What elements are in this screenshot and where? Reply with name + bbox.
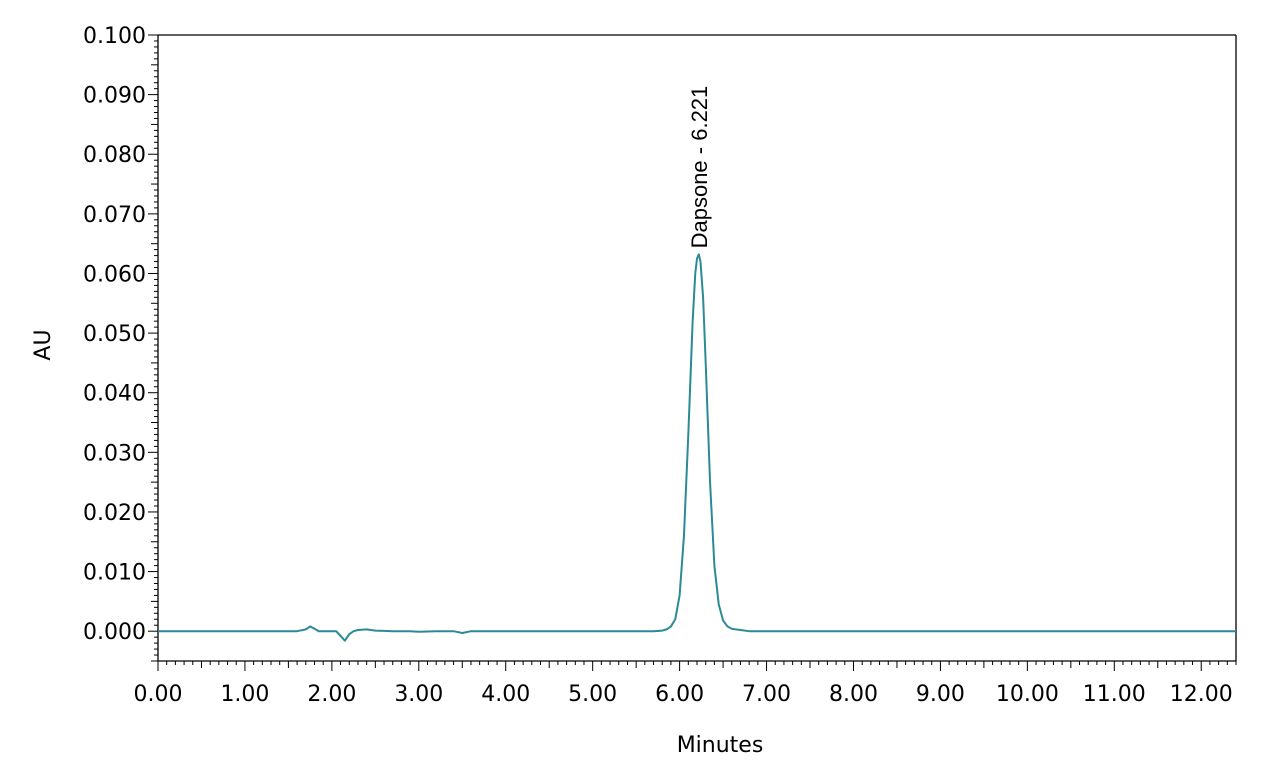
x-tick-label: 2.00 bbox=[307, 682, 356, 707]
x-tick-label: 9.00 bbox=[916, 682, 965, 707]
x-axis: 0.00 1.00 2.00 3.00 4.00 5.00 6.00 7.00 8.00 9.00… bbox=[134, 661, 1237, 707]
x-tick-label: 11.00 bbox=[1083, 682, 1146, 707]
x-tick-label: 3.00 bbox=[394, 682, 443, 707]
y-tick-label: 0.090 bbox=[83, 84, 146, 109]
x-tick-label: 6.00 bbox=[655, 682, 704, 707]
y-tick-label: 0.070 bbox=[83, 203, 146, 228]
x-tick-label: 8.00 bbox=[829, 682, 878, 707]
y-tick-label: 0.020 bbox=[83, 501, 146, 526]
y-axis: 0.000 0.010 0.020 0.030 0.040 0.050 0.060 0.070… bbox=[83, 24, 158, 662]
y-tick-label: 0.080 bbox=[83, 143, 146, 168]
plot-frame bbox=[157, 34, 1237, 662]
y-tick-label: 0.030 bbox=[83, 441, 146, 466]
y-axis-title: AU bbox=[31, 329, 56, 360]
y-tick-label: 0.100 bbox=[83, 24, 146, 49]
y-tick-label: 0.060 bbox=[83, 262, 146, 287]
y-tick-label: 0.000 bbox=[83, 620, 146, 645]
x-tick-label: 12.00 bbox=[1170, 682, 1233, 707]
y-tick-label: 0.050 bbox=[83, 322, 146, 347]
peak-label: Dapsone - 6.221 bbox=[687, 86, 712, 249]
x-tick-label: 5.00 bbox=[568, 682, 617, 707]
y-tick-label: 0.010 bbox=[83, 561, 146, 586]
x-tick-label: 7.00 bbox=[742, 682, 791, 707]
y-tick-label: 0.040 bbox=[83, 382, 146, 407]
series-layer bbox=[158, 253, 1236, 642]
x-tick-label: 1.00 bbox=[220, 682, 269, 707]
x-tick-label: 4.00 bbox=[481, 682, 530, 707]
series-line bbox=[158, 253, 1236, 642]
annotation-layer: Dapsone - 6.221 bbox=[687, 86, 712, 249]
x-axis-title: Minutes bbox=[677, 733, 764, 758]
x-tick-label: 0.00 bbox=[134, 682, 183, 707]
x-tick-label: 10.00 bbox=[996, 682, 1059, 707]
